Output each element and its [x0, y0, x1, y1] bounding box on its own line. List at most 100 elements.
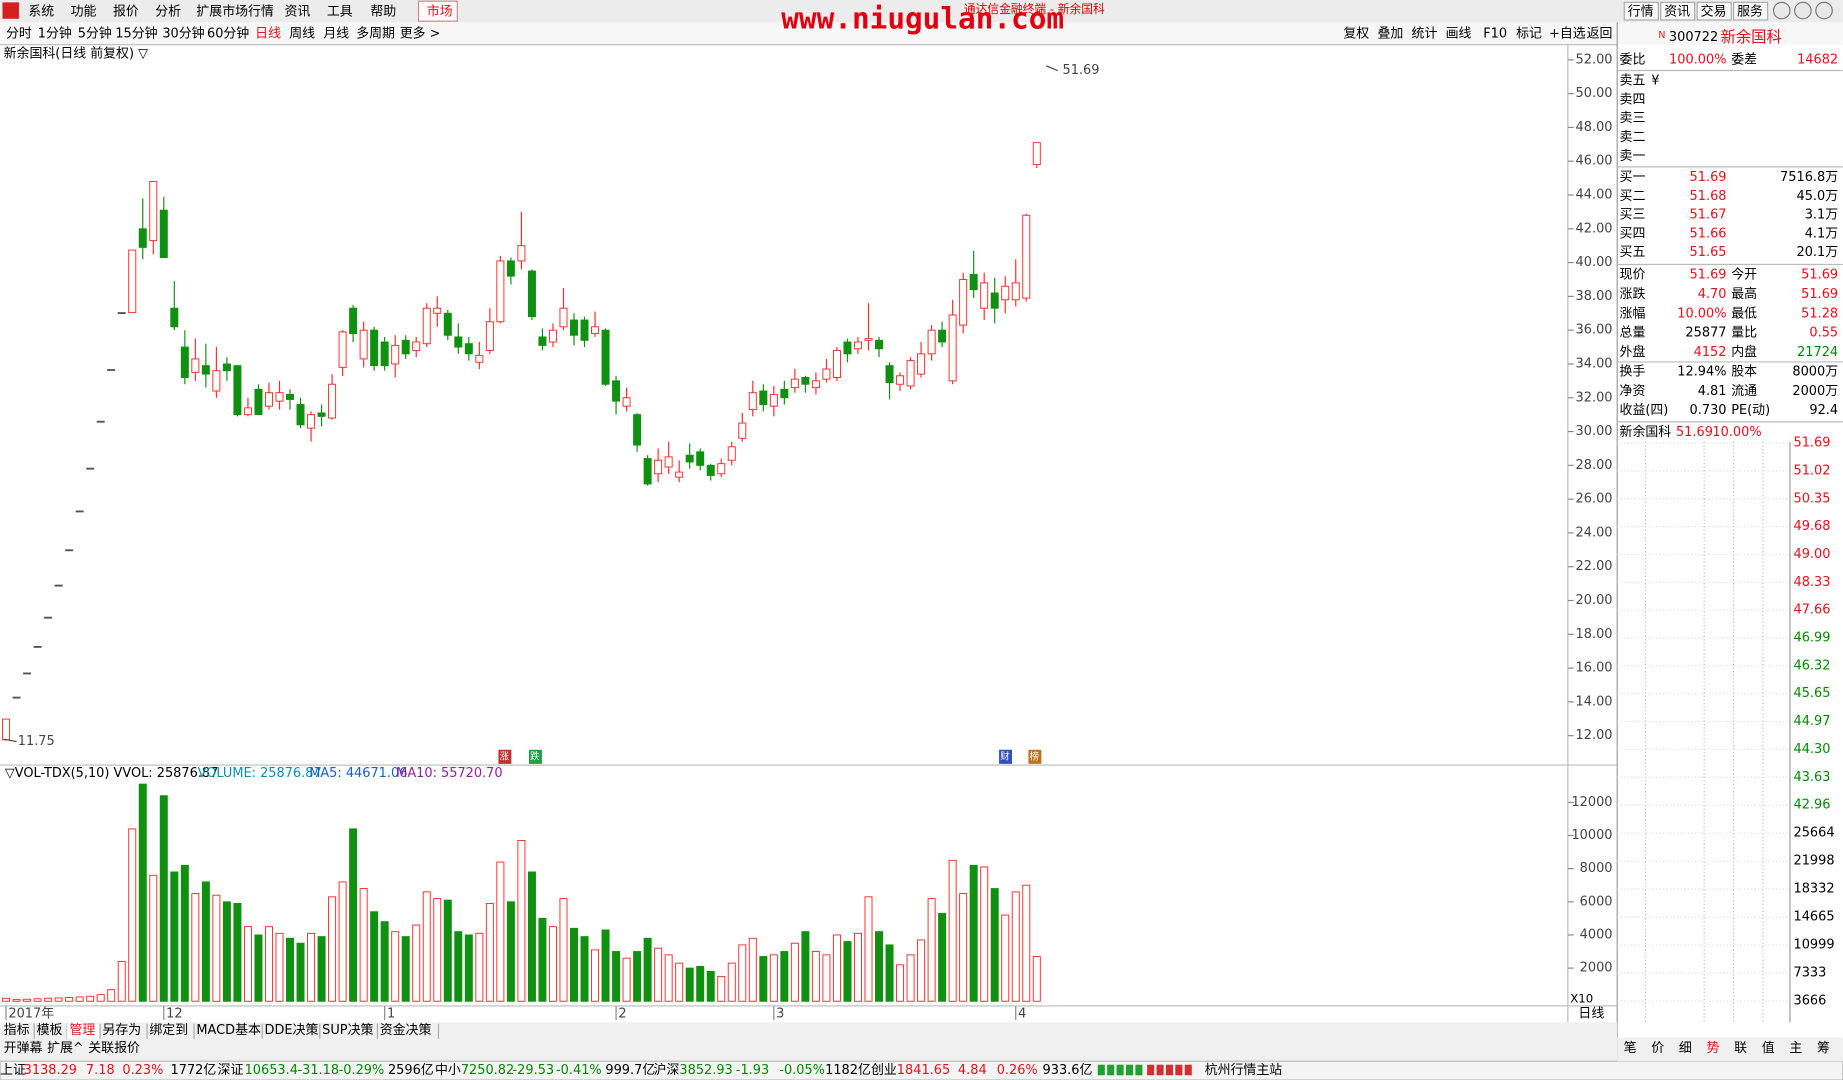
x-tick-label: 2	[618, 1007, 626, 1022]
right-tab[interactable]: 联	[1734, 1041, 1747, 1056]
candle-body	[170, 307, 179, 328]
y-tick-label: 32.00	[1576, 390, 1613, 405]
menu-item[interactable]: 资讯	[285, 4, 311, 19]
event-icon[interactable]: 跌	[530, 750, 540, 762]
tool-button[interactable]: 画线	[1446, 27, 1472, 42]
menu-item[interactable]: 功能	[71, 4, 97, 19]
menu-item[interactable]: 扩展市场行情	[196, 3, 274, 19]
mini-axis-label: 3666	[1793, 994, 1826, 1009]
right-tab[interactable]: 笔	[1624, 1040, 1637, 1056]
tool-button[interactable]: F10	[1483, 27, 1507, 42]
period-tab[interactable]: 1分钟	[38, 26, 72, 42]
right-tab[interactable]: 值	[1762, 1040, 1775, 1056]
volume-bar	[643, 937, 652, 1002]
right-tabs	[1617, 1037, 1843, 1062]
quote-row: 今开	[1731, 266, 1757, 282]
top-button[interactable]: 资讯	[1664, 4, 1690, 19]
tab[interactable]: MACD基本	[196, 1023, 261, 1038]
tab[interactable]: 开弹幕	[4, 1041, 43, 1056]
period-tab[interactable]: 60分钟	[207, 26, 249, 42]
candle-body	[748, 392, 757, 411]
status-item: -0.05%	[779, 1063, 825, 1078]
candle-body	[959, 279, 968, 326]
volume-bar	[264, 926, 273, 1002]
volume-bar	[896, 964, 905, 1002]
y-tick-label: 52.00	[1576, 52, 1613, 67]
v-tick-label: 2000	[1580, 961, 1613, 976]
tool-button[interactable]: +自选	[1549, 27, 1586, 42]
menu-item[interactable]: 分析	[155, 4, 181, 19]
volume-bar	[138, 783, 147, 1002]
tool-button[interactable]: 复权	[1343, 26, 1369, 42]
tool-button[interactable]: 标记	[1516, 27, 1542, 42]
period-tab[interactable]: 30分钟	[162, 26, 204, 42]
right-tab[interactable]: 筹	[1817, 1040, 1830, 1056]
quote-row: 51.28	[1801, 306, 1838, 321]
y-tick-label: 20.00	[1576, 593, 1613, 608]
tool-button[interactable]: 叠加	[1377, 27, 1403, 42]
tab[interactable]: 模板	[37, 1023, 63, 1038]
tab[interactable]: 另存为	[102, 1023, 141, 1038]
right-tab[interactable]: 势	[1707, 1040, 1720, 1056]
period-tab[interactable]: 15分钟	[115, 26, 157, 42]
event-icon[interactable]: 财	[1000, 750, 1009, 762]
candle-body	[475, 355, 484, 363]
period-tab[interactable]: 更多 >	[400, 27, 441, 42]
tool-button[interactable]: 返回	[1587, 27, 1613, 42]
menu-item[interactable]: 系统	[28, 4, 54, 19]
tab[interactable]: DDE决策	[265, 1022, 319, 1038]
event-icon-bg[interactable]	[1028, 749, 1042, 764]
right-tab[interactable]: 细	[1679, 1041, 1692, 1056]
candle-body	[643, 458, 652, 485]
top-button[interactable]: 行情	[1628, 4, 1654, 19]
quote-row: 10.00%	[1677, 306, 1726, 321]
volume-bar	[433, 898, 442, 1002]
volume-bar	[612, 951, 621, 1002]
tab[interactable]: 绑定到	[149, 1023, 188, 1038]
event-icon-bg[interactable]	[498, 749, 512, 764]
candle-body	[927, 329, 936, 355]
tab[interactable]: 资金决策	[380, 1022, 432, 1038]
tab[interactable]: 管理	[69, 1023, 95, 1038]
period-tab[interactable]: 5分钟	[78, 26, 112, 42]
quote-row: 内盘	[1731, 344, 1757, 360]
tool-button[interactable]: 统计	[1412, 27, 1438, 42]
period-tab[interactable]: 多周期	[356, 27, 395, 42]
menu-item[interactable]: 工具	[327, 4, 353, 19]
event-icon[interactable]: 榜	[1030, 750, 1039, 762]
window-control[interactable]	[1815, 1, 1833, 20]
period-tab[interactable]: 分时	[6, 27, 32, 42]
period-tab[interactable]: 日线	[255, 27, 281, 42]
period-tab[interactable]: 周线	[289, 27, 315, 42]
window-control[interactable]	[1794, 1, 1812, 20]
right-tab[interactable]: 主	[1789, 1041, 1802, 1056]
candle-body	[86, 467, 95, 470]
volume-bar	[475, 932, 484, 1002]
status-icon	[1107, 1064, 1115, 1076]
volume-bar	[875, 931, 884, 1002]
mini-axis-label: 46.32	[1793, 658, 1830, 673]
right-tab[interactable]: 价	[1651, 1041, 1664, 1056]
menu-item[interactable]: 帮助	[370, 4, 396, 19]
event-icon-bg[interactable]	[528, 749, 542, 764]
tab[interactable]: 指标	[4, 1023, 30, 1038]
status-icon	[1097, 1064, 1105, 1076]
tab[interactable]: 关联报价	[88, 1041, 140, 1056]
quote-row: 总量	[1620, 326, 1646, 341]
menu-item[interactable]: 报价	[113, 4, 139, 19]
mini-axis-label: 51.69	[1793, 436, 1830, 451]
top-button[interactable]: 服务	[1737, 3, 1763, 19]
quote-row: PE(动)	[1731, 403, 1770, 418]
candle-body	[296, 404, 305, 426]
top-button-bg	[1696, 1, 1732, 21]
tab[interactable]: SUP决策	[322, 1022, 373, 1038]
quote-ratio: 委差	[1731, 52, 1757, 67]
window-control[interactable]	[1772, 1, 1791, 20]
event-icon[interactable]: 涨	[500, 751, 510, 762]
tab[interactable]: 扩展^	[47, 1041, 84, 1056]
menu-item[interactable]: 市场	[427, 3, 453, 19]
period-tab[interactable]: 月线	[323, 27, 349, 42]
top-button[interactable]: 交易	[1701, 3, 1727, 19]
event-icon-bg[interactable]	[999, 749, 1012, 764]
x-tick-label: 2017年	[8, 1007, 54, 1022]
